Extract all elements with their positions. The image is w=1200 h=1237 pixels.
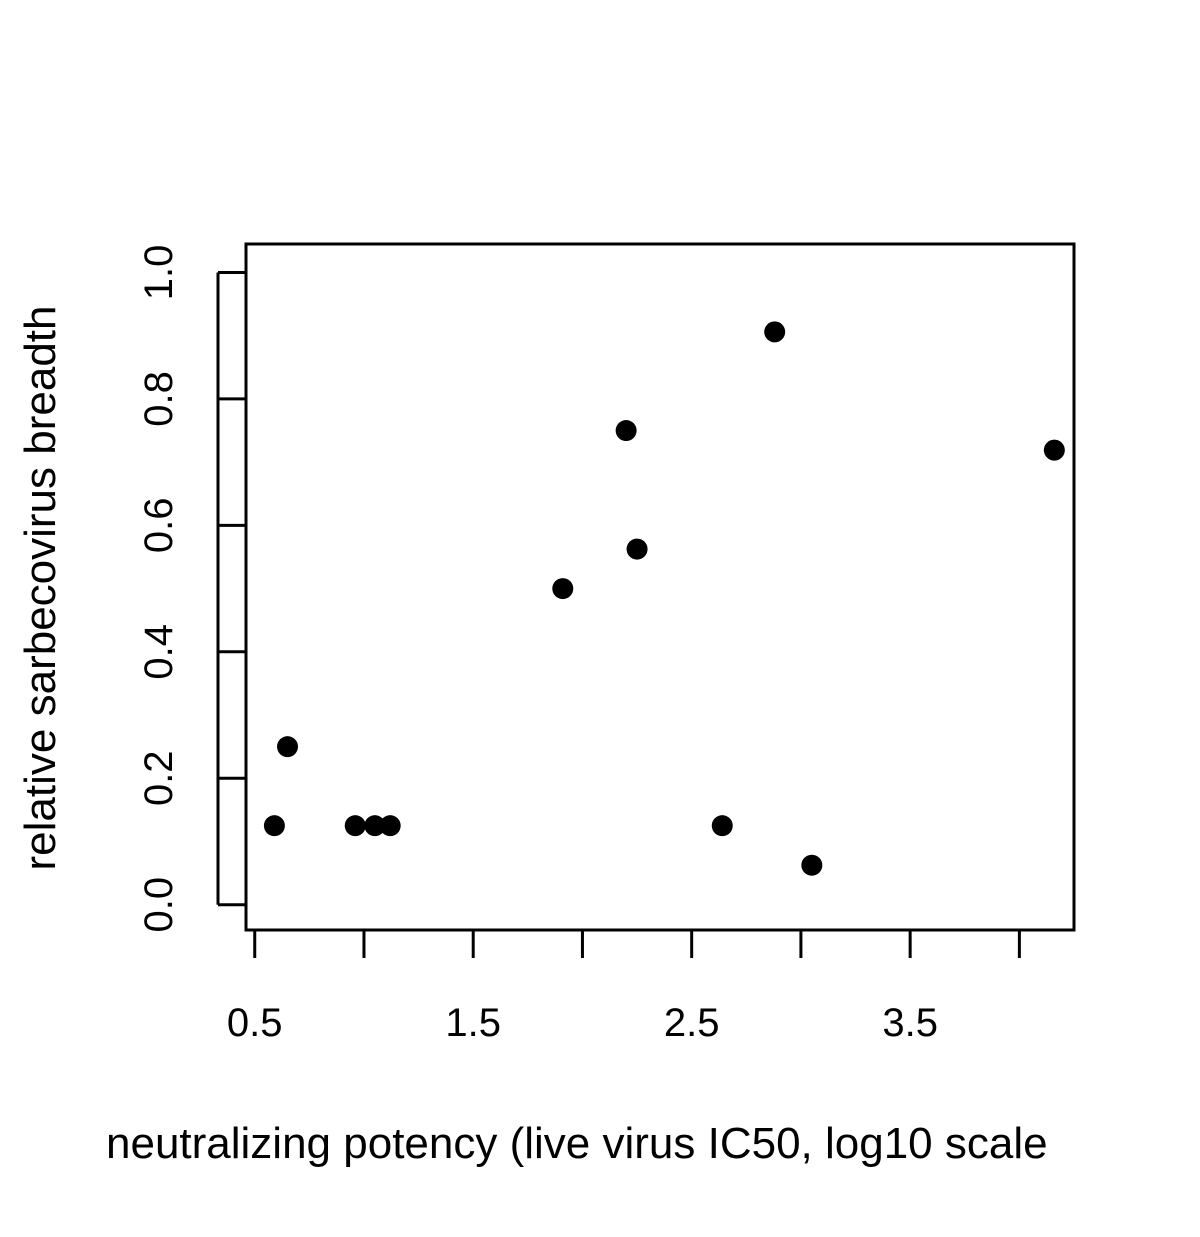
x-tick-label: 0.5 xyxy=(227,1001,283,1045)
x-tick-label: 3.5 xyxy=(882,1001,938,1045)
data-point xyxy=(764,321,786,343)
data-point xyxy=(711,815,733,837)
data-point xyxy=(1043,439,1065,461)
y-tick-label: 0.8 xyxy=(137,371,181,427)
y-axis-title: relative sarbecovirus breadth xyxy=(16,306,65,871)
x-tick-label: 1.5 xyxy=(445,1001,501,1045)
y-tick-label: 0.0 xyxy=(137,877,181,933)
x-tick-label: 2.5 xyxy=(664,1001,720,1045)
y-tick-label: 0.4 xyxy=(137,624,181,680)
data-points xyxy=(263,321,1065,876)
x-axis: 0.5 1.5 2.5 3.5 xyxy=(227,928,1021,1045)
data-point xyxy=(344,815,366,837)
x-axis-title: neutralizing potency (live virus IC50, l… xyxy=(106,1119,1048,1168)
data-point xyxy=(801,854,823,876)
data-point xyxy=(379,815,401,837)
y-tick-label: 0.6 xyxy=(137,498,181,554)
y-tick-label: 1.0 xyxy=(137,245,181,301)
y-axis: 0.0 0.2 0.4 0.6 0.8 1.0 xyxy=(137,245,246,933)
data-point xyxy=(615,420,637,442)
data-point xyxy=(552,578,574,600)
data-point xyxy=(277,736,299,758)
y-tick-label: 0.2 xyxy=(137,750,181,806)
data-point xyxy=(364,815,386,837)
data-point xyxy=(626,538,648,560)
data-point xyxy=(263,815,285,837)
